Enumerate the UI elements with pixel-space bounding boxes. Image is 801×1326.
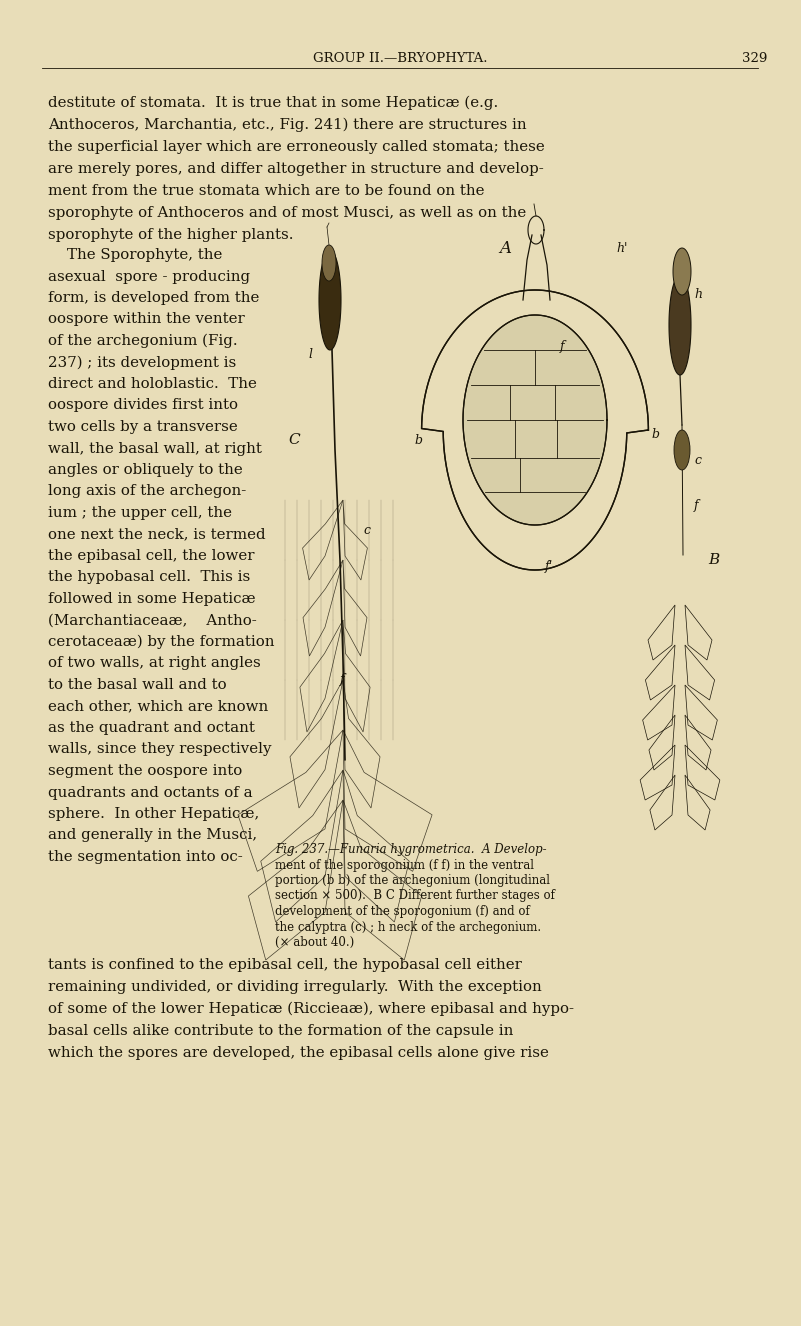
Text: cerotaceaæ) by the formation: cerotaceaæ) by the formation [48, 635, 275, 650]
Text: development of the sporogonium (f) and of: development of the sporogonium (f) and o… [275, 906, 529, 918]
Text: tants is confined to the epibasal cell, the hypobasal cell either: tants is confined to the epibasal cell, … [48, 957, 522, 972]
Text: of the archegonium (Fig.: of the archegonium (Fig. [48, 334, 238, 349]
Text: the epibasal cell, the lower: the epibasal cell, the lower [48, 549, 255, 564]
Text: ment of the sporogonium (f f) in the ventral: ment of the sporogonium (f f) in the ven… [275, 858, 534, 871]
Text: A: A [499, 240, 511, 257]
Text: Fig. 237.—Funaria hygrometrica.  A Develop-: Fig. 237.—Funaria hygrometrica. A Develo… [275, 843, 546, 857]
Text: f': f' [545, 560, 553, 573]
Text: ium ; the upper cell, the: ium ; the upper cell, the [48, 507, 232, 520]
Text: c: c [363, 524, 370, 537]
Polygon shape [421, 290, 648, 570]
Text: sporophyte of Anthoceros and of most Musci, as well as on the: sporophyte of Anthoceros and of most Mus… [48, 206, 526, 220]
Text: which the spores are developed, the epibasal cells alone give rise: which the spores are developed, the epib… [48, 1046, 549, 1059]
Text: portion (b b) of the archegonium (longitudinal: portion (b b) of the archegonium (longit… [275, 874, 550, 887]
Text: and generally in the Musci,: and generally in the Musci, [48, 829, 257, 842]
Text: long axis of the archegon-: long axis of the archegon- [48, 484, 246, 499]
Ellipse shape [674, 430, 690, 469]
Text: oospore within the venter: oospore within the venter [48, 313, 245, 326]
Text: C: C [288, 434, 300, 447]
Text: oospore divides first into: oospore divides first into [48, 399, 238, 412]
Text: h: h [694, 289, 702, 301]
Polygon shape [673, 248, 691, 294]
Text: 329: 329 [743, 52, 767, 65]
Text: remaining undivided, or dividing irregularly.  With the exception: remaining undivided, or dividing irregul… [48, 980, 541, 994]
Text: asexual  spore - producing: asexual spore - producing [48, 269, 250, 284]
Text: B: B [708, 553, 719, 568]
Text: f: f [560, 339, 565, 353]
Text: l: l [308, 349, 312, 362]
Text: (× about 40.): (× about 40.) [275, 936, 354, 949]
Text: as the quadrant and octant: as the quadrant and octant [48, 721, 255, 735]
Text: the hypobasal cell.  This is: the hypobasal cell. This is [48, 570, 250, 585]
Text: sporophyte of the higher plants.: sporophyte of the higher plants. [48, 228, 293, 243]
Text: f: f [694, 499, 698, 512]
Text: one next the neck, is termed: one next the neck, is termed [48, 528, 266, 541]
Text: walls, since they respectively: walls, since they respectively [48, 743, 272, 757]
Text: angles or obliquely to the: angles or obliquely to the [48, 463, 243, 477]
Text: direct and holoblastic.  The: direct and holoblastic. The [48, 377, 257, 391]
Polygon shape [319, 251, 341, 350]
Text: two cells by a transverse: two cells by a transverse [48, 420, 238, 434]
Text: quadrants and octants of a: quadrants and octants of a [48, 785, 252, 800]
Text: the segmentation into oc-: the segmentation into oc- [48, 850, 243, 865]
Text: segment the oospore into: segment the oospore into [48, 764, 242, 778]
Text: followed in some Hepaticæ: followed in some Hepaticæ [48, 591, 256, 606]
Text: h': h' [616, 243, 627, 255]
Text: section × 500).  B C Different further stages of: section × 500). B C Different further st… [275, 890, 555, 903]
Text: 237) ; its development is: 237) ; its development is [48, 355, 236, 370]
Text: Anthoceros, Marchantia, etc., Fig. 241) there are structures in: Anthoceros, Marchantia, etc., Fig. 241) … [48, 118, 526, 133]
Text: of two walls, at right angles: of two walls, at right angles [48, 656, 261, 671]
Text: ment from the true stomata which are to be found on the: ment from the true stomata which are to … [48, 184, 485, 198]
Text: destitute of stomata.  It is true that in some Hepaticæ (e.g.: destitute of stomata. It is true that in… [48, 95, 498, 110]
Text: b: b [651, 428, 659, 442]
Text: b: b [414, 434, 422, 447]
Polygon shape [669, 274, 691, 375]
Text: The Sporophyte, the: The Sporophyte, the [48, 248, 223, 263]
Text: sphere.  In other Hepaticæ,: sphere. In other Hepaticæ, [48, 808, 260, 821]
Text: c: c [694, 453, 701, 467]
Text: the calyptra (c) ; h neck of the archegonium.: the calyptra (c) ; h neck of the archego… [275, 920, 541, 934]
Text: GROUP II.—BRYOPHYTA.: GROUP II.—BRYOPHYTA. [312, 52, 487, 65]
Text: f: f [340, 674, 344, 687]
Text: wall, the basal wall, at right: wall, the basal wall, at right [48, 442, 262, 456]
Polygon shape [463, 316, 607, 525]
Text: to the basal wall and to: to the basal wall and to [48, 678, 227, 692]
Text: (Marchantiaceaæ,    Antho-: (Marchantiaceaæ, Antho- [48, 614, 257, 627]
Text: are merely pores, and differ altogether in structure and develop-: are merely pores, and differ altogether … [48, 162, 544, 176]
Polygon shape [322, 245, 336, 281]
Text: of some of the lower Hepaticæ (Riccieaæ), where epibasal and hypo-: of some of the lower Hepaticæ (Riccieaæ)… [48, 1002, 574, 1017]
Text: the superficial layer which are erroneously called stomata; these: the superficial layer which are erroneou… [48, 141, 545, 154]
Text: form, is developed from the: form, is developed from the [48, 290, 260, 305]
Text: basal cells alike contribute to the formation of the capsule in: basal cells alike contribute to the form… [48, 1024, 513, 1038]
Text: each other, which are known: each other, which are known [48, 700, 268, 713]
